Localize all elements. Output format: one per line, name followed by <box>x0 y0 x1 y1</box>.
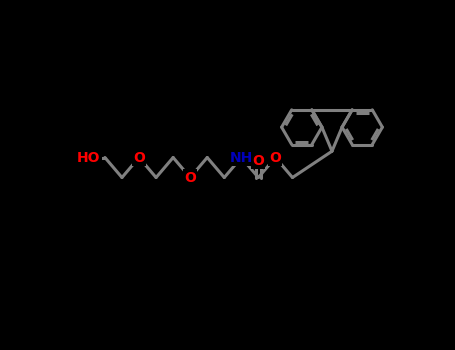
Text: HO: HO <box>77 150 101 164</box>
Text: NH: NH <box>230 150 253 164</box>
Text: O: O <box>133 150 145 164</box>
Text: O: O <box>184 170 196 184</box>
Text: O: O <box>269 150 281 164</box>
Text: O: O <box>253 154 264 168</box>
